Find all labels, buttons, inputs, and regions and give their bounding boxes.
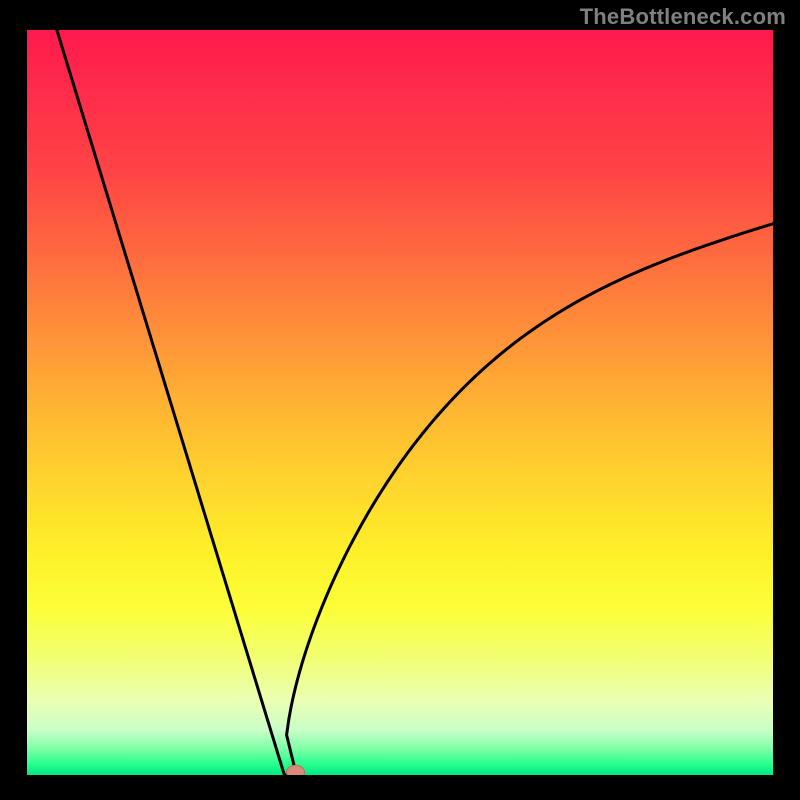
minimum-marker — [287, 765, 305, 775]
gradient-background — [27, 30, 773, 775]
chart-stage: TheBottleneck.com — [0, 0, 800, 800]
plot-area — [27, 30, 773, 775]
plot-svg — [27, 30, 773, 775]
watermark-text: TheBottleneck.com — [580, 4, 786, 30]
